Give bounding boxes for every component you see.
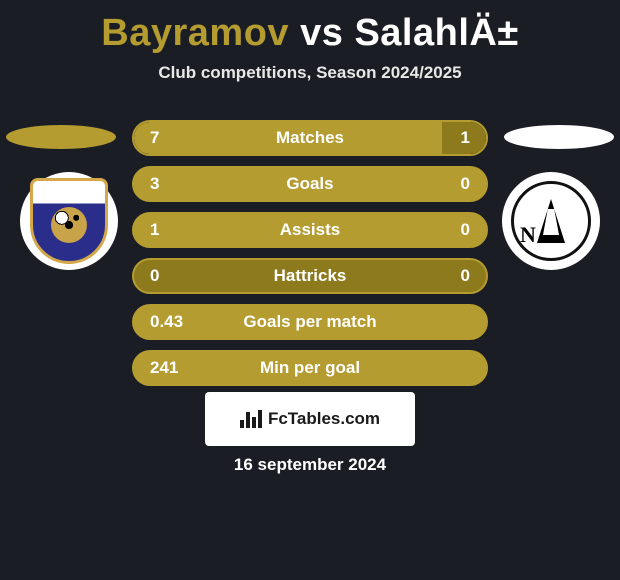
stat-label: Assists — [134, 220, 486, 240]
branding-text: FcTables.com — [268, 409, 380, 429]
stat-row: 0Hattricks0 — [132, 258, 488, 294]
stat-row: 1Assists0 — [132, 212, 488, 248]
bars-chart-icon — [240, 410, 262, 428]
title-player2: SalahlÄ± — [354, 12, 518, 54]
stat-label: Goals — [134, 174, 486, 194]
stat-row: 7Matches1 — [132, 120, 488, 156]
player2-ellipse-marker — [504, 125, 614, 149]
player1-club-badge — [20, 172, 118, 270]
title-vs: vs — [300, 12, 343, 54]
stat-row: 241Min per goal — [132, 350, 488, 386]
stat-value-right: 0 — [461, 174, 470, 194]
stat-label: Min per goal — [134, 358, 486, 378]
subtitle: Club competitions, Season 2024/2025 — [0, 63, 620, 83]
stat-value-right: 1 — [461, 128, 470, 148]
stat-label: Matches — [134, 128, 486, 148]
stat-value-right: 0 — [461, 266, 470, 286]
date-label: 16 september 2024 — [0, 455, 620, 475]
oil-derrick-icon — [537, 199, 565, 243]
page-title: Bayramov vs SalahlÄ± — [0, 0, 620, 55]
neftchi-crest-icon — [511, 181, 591, 261]
stats-container: 7Matches13Goals01Assists00Hattricks00.43… — [132, 120, 488, 396]
stat-value-right: 0 — [461, 220, 470, 240]
branding-badge: FcTables.com — [205, 392, 415, 446]
stat-label: Hattricks — [134, 266, 486, 286]
stat-label: Goals per match — [134, 312, 486, 332]
qarabag-crest-icon — [30, 178, 108, 264]
stat-row: 3Goals0 — [132, 166, 488, 202]
title-player1: Bayramov — [101, 12, 289, 54]
stat-row: 0.43Goals per match — [132, 304, 488, 340]
player2-club-badge — [502, 172, 600, 270]
player1-ellipse-marker — [6, 125, 116, 149]
